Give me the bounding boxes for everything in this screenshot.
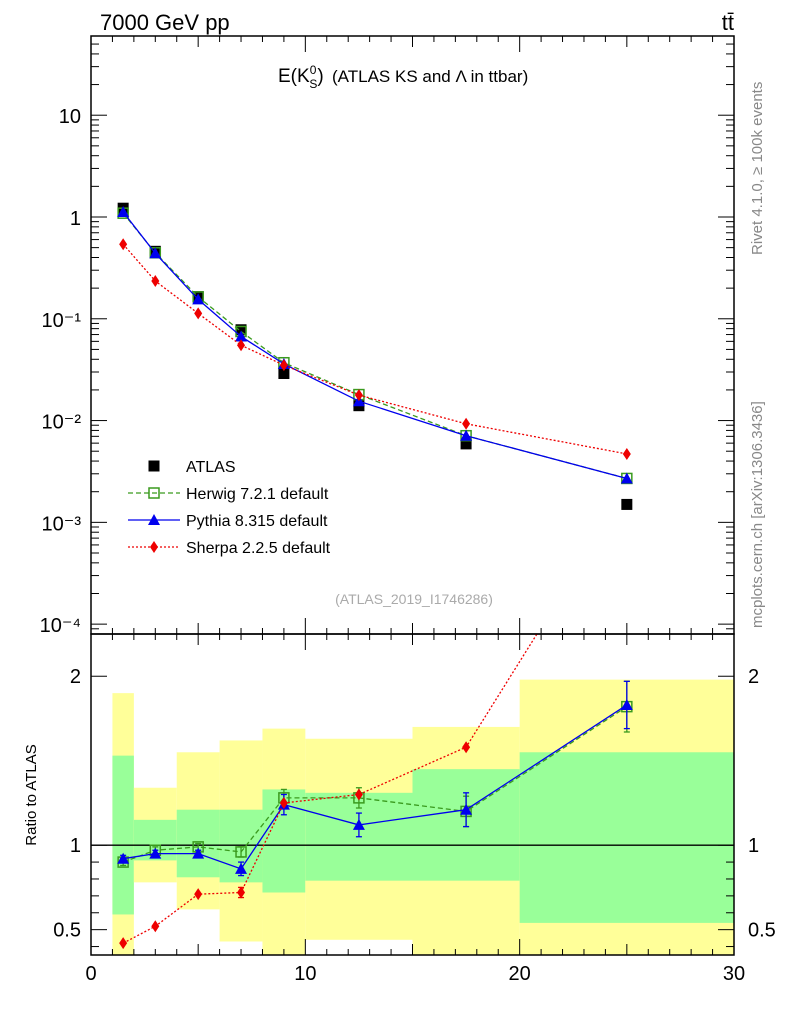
mcplots-label: mcplots.cern.ch [arXiv:1306.3436] (749, 401, 766, 628)
data-point (119, 238, 128, 251)
uncertainty-bands (112, 679, 734, 955)
inner-band (519, 752, 734, 923)
data-point (149, 247, 162, 259)
ratio-line-1 (123, 704, 628, 870)
ratio-point (352, 818, 365, 830)
data-point (460, 429, 473, 441)
legend-marker (148, 460, 160, 472)
y-tick-label: 10⁻³ (42, 513, 82, 535)
data-point (354, 389, 363, 402)
ratio-point (194, 888, 203, 901)
x-tick-label: 30 (723, 963, 745, 985)
data-point (194, 307, 203, 320)
data-point (235, 330, 248, 342)
ratio-y-axis-label: Ratio to ATLAS (23, 744, 40, 845)
data-point (621, 498, 633, 510)
plot-title: (ATLAS KS and Λ in ttbar) (332, 67, 528, 86)
data-point (237, 339, 246, 352)
ratio-y-tick-label: 0.5 (748, 920, 776, 942)
y-tick-label: 10⁻² (42, 412, 82, 434)
ratio-series (117, 484, 633, 950)
y-tick-label: 10⁻⁴ (40, 615, 81, 637)
ratio-point (235, 862, 248, 874)
main-series (117, 202, 633, 510)
rivet-label: Rivet 4.1.0, ≥ 100k events (749, 82, 766, 255)
ratio-y-tick-label: 2 (70, 666, 81, 688)
data-point (620, 472, 633, 484)
legend-marker (148, 514, 160, 525)
data-point (192, 293, 205, 305)
y-tick-label: 1 (70, 208, 81, 230)
ratio-point (623, 484, 631, 496)
ratio-point (237, 886, 246, 899)
ratio-point (117, 852, 130, 864)
legend-marker (148, 487, 160, 499)
header-right: tt̄ (722, 10, 734, 35)
series-line-2 (122, 211, 628, 480)
y-tick-label: 10 (59, 106, 81, 128)
ratio-point (620, 698, 633, 710)
ratio-frame (90, 633, 735, 956)
x-tick-label: 0 (85, 963, 96, 985)
data-point (151, 275, 160, 288)
legend-label: ATLAS (186, 459, 236, 476)
header-left: 7000 GeV pp (100, 10, 230, 35)
data-point (117, 205, 130, 217)
series-line-1 (122, 212, 628, 480)
ratio-point (119, 937, 128, 950)
ratio-y-tick-label: 2 (748, 666, 759, 688)
ratio-line-2 (122, 634, 538, 944)
x-tick-label: 20 (509, 963, 531, 985)
analysis-label: (ATLAS_2019_I1746286) (335, 591, 493, 607)
legend: ATLAS Herwig 7.2.1 default Pythia 8.315 de… (128, 459, 331, 557)
data-point (462, 417, 471, 430)
legend-label: Herwig 7.2.1 default (186, 486, 329, 503)
legend-label: Pythia 8.315 default (186, 513, 328, 530)
ratio-point (192, 847, 205, 859)
data-point (278, 367, 290, 379)
legend-marker (150, 541, 158, 553)
data-point (279, 359, 288, 372)
ratio-line-0 (122, 706, 628, 863)
ratio-y-tick-label: 1 (748, 835, 759, 857)
x-tick-label: 10 (294, 963, 316, 985)
data-point (235, 324, 247, 336)
ratio-y-tick-label: 0.5 (53, 920, 81, 942)
ratio-point (462, 741, 471, 754)
data-point (622, 447, 631, 460)
legend-label: Sherpa 2.2.5 default (186, 540, 331, 557)
main-panel: 10⁻⁴ 10⁻³ 10⁻² 10⁻¹ 1 10 ATLAS Herwig 7.2.1 def… (40, 35, 735, 637)
ratio-point (151, 920, 160, 933)
ratio-point (149, 847, 162, 859)
data-point (460, 438, 472, 450)
ratio-point (460, 803, 473, 815)
y-tick-label: 10⁻¹ (42, 310, 82, 332)
inner-band (112, 755, 134, 915)
ratio-y-tick-label: 1 (70, 835, 81, 857)
plot-title-math: E(K0 S) (278, 63, 324, 91)
series-line-3 (122, 243, 627, 455)
ratio-point (354, 788, 363, 801)
ratio-point (279, 796, 288, 809)
ratio-point (235, 846, 247, 858)
